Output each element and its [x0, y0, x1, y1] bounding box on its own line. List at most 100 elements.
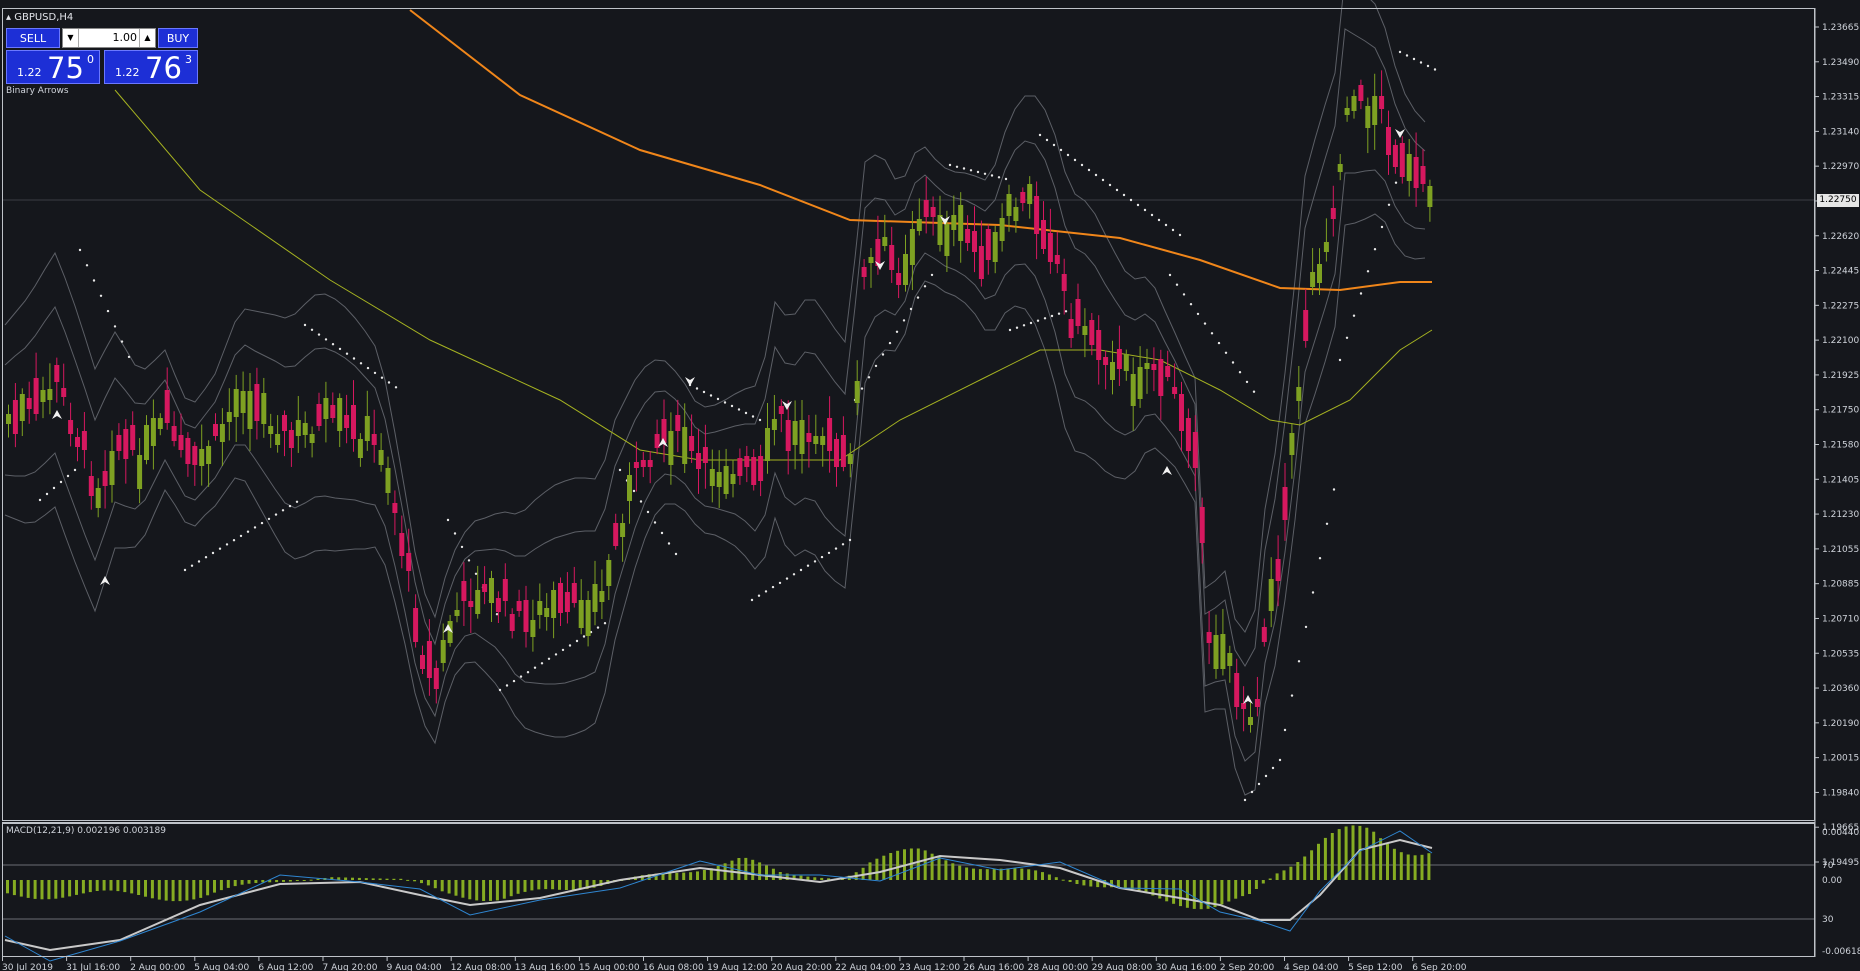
macd-histogram-bar: [1144, 880, 1148, 893]
candle-body: [1282, 487, 1288, 520]
macd-histogram-bar: [1358, 825, 1362, 880]
candle-body: [357, 439, 363, 458]
candle-body: [164, 390, 170, 423]
price-axis-label: 1.22275: [1822, 301, 1859, 311]
candle-body: [1323, 242, 1329, 252]
candle-body: [1289, 433, 1295, 455]
sar-dot: [1224, 351, 1228, 354]
macd-histogram-bar: [482, 880, 486, 901]
sar-dot: [867, 376, 871, 379]
lot-size-stepper[interactable]: ▼ 1.00 ▲: [62, 28, 156, 48]
candle-body: [882, 237, 888, 246]
time-axis-label: 5 Aug 04:00: [194, 963, 249, 971]
arrow-up-icon: [52, 410, 62, 419]
candle-body: [1061, 274, 1067, 291]
macd-histogram-bar: [1234, 880, 1238, 899]
price-axis-label: 1.20535: [1822, 649, 1859, 659]
candle-body: [171, 426, 177, 441]
sell-quote[interactable]: 1.22 75 0: [6, 50, 100, 84]
macd-histogram-bar: [978, 869, 982, 880]
candle-body: [420, 655, 425, 669]
candle-body: [295, 420, 301, 436]
sar-dot: [1073, 158, 1077, 162]
macd-histogram-bar: [420, 880, 423, 884]
sar-dot: [582, 635, 586, 638]
sar-dot: [827, 551, 831, 555]
macd-histogram-bar: [537, 880, 541, 890]
candle-body: [102, 471, 108, 486]
candle-body: [1172, 387, 1178, 394]
price-axis-label: 1.20885: [1822, 580, 1859, 590]
macd-histogram-bar: [371, 878, 375, 880]
sar-dot: [674, 552, 678, 556]
macd-histogram-bar: [495, 880, 499, 901]
buy-button[interactable]: BUY: [158, 28, 198, 48]
sar-dot: [1029, 321, 1033, 325]
macd-histogram-bar: [1337, 829, 1341, 880]
macd-histogram-bar: [806, 876, 810, 880]
candle-body: [1248, 717, 1253, 725]
macd-histogram-bar: [792, 874, 796, 880]
sar-dot: [1004, 177, 1008, 181]
macd-histogram-bar: [875, 858, 879, 880]
lot-dropdown-icon[interactable]: ▼: [63, 29, 79, 47]
macd-histogram-bar: [813, 877, 817, 880]
candle-body: [751, 457, 757, 485]
sar-dot: [737, 408, 741, 411]
macd-histogram-bar: [137, 880, 141, 895]
sar-dot: [1203, 322, 1207, 325]
sar-dot: [930, 273, 934, 277]
macd-histogram-bar: [288, 880, 292, 882]
price-axis-label: 1.20360: [1822, 684, 1859, 694]
macd-histogram-bar: [309, 879, 313, 881]
sar-dot: [1171, 228, 1175, 232]
macd-indicator-label: MACD(12,21,9) 0.002196 0.003189: [6, 826, 166, 836]
sar-dot: [841, 543, 845, 546]
sar-dot: [267, 517, 271, 521]
candle-body: [1158, 359, 1164, 396]
macd-histogram-bar: [454, 880, 458, 896]
macd-histogram-bar: [661, 873, 665, 880]
candle-body: [861, 267, 867, 277]
time-axis-label: 15 Aug 00:00: [579, 963, 640, 971]
sar-dot: [757, 594, 761, 597]
macd-histogram-bar: [1261, 880, 1265, 884]
sar-dot: [467, 559, 471, 562]
macd-histogram-bar: [344, 877, 348, 880]
sar-dot: [1238, 371, 1242, 374]
buy-quote[interactable]: 1.22 76 3: [104, 50, 198, 84]
sell-button[interactable]: SELL: [6, 28, 60, 48]
sar-dot: [990, 174, 994, 177]
sar-dot: [387, 381, 391, 384]
macd-histogram-bar: [406, 879, 410, 881]
sar-dot: [38, 498, 42, 502]
sar-dot: [1283, 728, 1287, 732]
collapse-arrow-icon[interactable]: ▴: [6, 12, 12, 23]
time-axis-label: 9 Aug 04:00: [387, 963, 442, 971]
sar-dot: [1115, 188, 1119, 192]
candle-body: [909, 229, 915, 265]
macd-histogram-bar: [737, 858, 741, 880]
macd-histogram-bar: [1179, 880, 1182, 907]
candle-body: [992, 232, 998, 262]
macd-histogram-bar: [1034, 870, 1038, 880]
macd-histogram-bar: [1006, 868, 1010, 880]
sar-dot: [1398, 50, 1402, 54]
macd-histogram-bar: [116, 880, 120, 892]
macd-histogram-bar: [1151, 880, 1155, 896]
macd-histogram-bar: [1096, 880, 1100, 888]
arrow-up-icon: [1162, 466, 1172, 475]
time-axis-label: 19 Aug 12:00: [707, 963, 768, 971]
sar-dot: [204, 556, 208, 559]
lot-increase-icon[interactable]: ▲: [139, 29, 155, 47]
time-axis-label: 28 Aug 00:00: [1028, 963, 1089, 971]
macd-indicator: [4, 825, 1433, 962]
candle-body: [109, 451, 115, 485]
macd-histogram-bar: [675, 872, 679, 880]
sar-dot: [474, 572, 478, 575]
macd-histogram-bar: [744, 857, 748, 880]
sar-dot: [526, 671, 530, 674]
lot-size-input[interactable]: 1.00: [112, 31, 138, 44]
candle-body: [1192, 432, 1198, 468]
